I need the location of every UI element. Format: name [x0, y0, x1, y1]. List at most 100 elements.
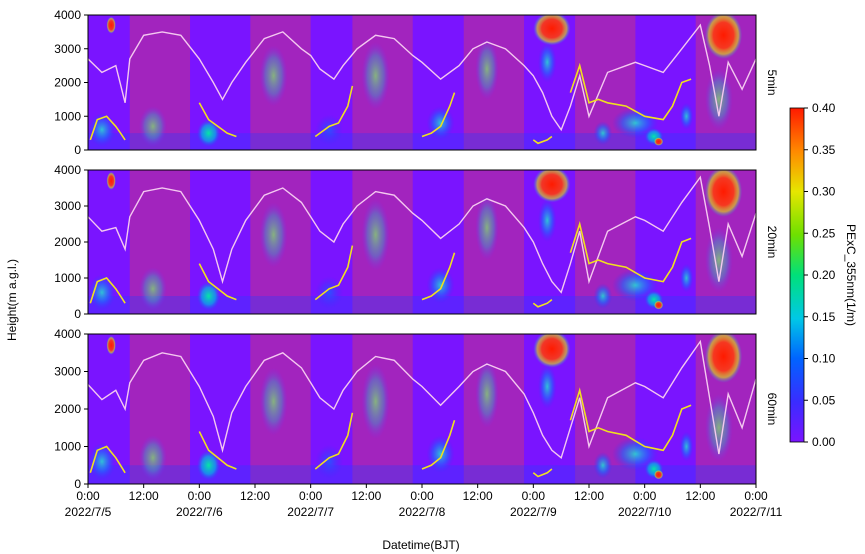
- x-tick-label: 0:00: [522, 489, 546, 503]
- aerosol-feature: [106, 171, 116, 190]
- aerosol-feature: [704, 69, 733, 130]
- x-tick-label: 0:00: [410, 489, 434, 503]
- mixing-layer-height-line: [421, 92, 456, 138]
- x-tick-label: 12:00: [240, 489, 270, 503]
- colorbar-tick-label: 0.10: [812, 352, 836, 366]
- aerosol-feature: [361, 364, 390, 439]
- colorbar-tick-label: 0.20: [812, 268, 836, 282]
- y-tick-label: 2000: [54, 76, 81, 90]
- x-date-label: 2022/7/11: [730, 505, 783, 519]
- y-tick-label: 3000: [54, 42, 81, 56]
- mixing-layer-height-line: [89, 277, 126, 304]
- x-date-label: 2022/7/10: [618, 505, 672, 519]
- mixing-layer-height-line: [198, 431, 237, 470]
- mixing-layer-height-line: [198, 102, 237, 138]
- aerosol-feature: [679, 102, 694, 130]
- panels-layer: 0 1000 2000 3000 4000 5min 0 1000 2000 3000 4000 20…: [54, 8, 779, 491]
- colorbar-label: PExC_355nm(1/m): [844, 224, 858, 326]
- panel-plot-area: [88, 15, 756, 150]
- panel-20min: 0 1000 2000 3000 4000 20min: [54, 163, 779, 321]
- aerosol-feature: [653, 137, 664, 146]
- aerosol-feature: [361, 42, 390, 110]
- aerosol-feature: [197, 281, 221, 311]
- aerosol-feature: [139, 267, 167, 311]
- aerosol-feature: [259, 367, 288, 436]
- aerosol-feature: [475, 360, 499, 428]
- aerosol-feature: [426, 106, 455, 140]
- panel-60min: 0 1000 2000 3000 4000 60min: [54, 327, 779, 491]
- aerosol-feature: [315, 276, 344, 309]
- x-tick-label: 12:00: [351, 489, 381, 503]
- colorbar-tick-label: 0.15: [812, 310, 836, 324]
- panel-5min: 0 1000 2000 3000 4000 5min: [54, 8, 779, 157]
- panel-label: 20min: [765, 226, 779, 259]
- near-surface-layer: [88, 296, 756, 314]
- y-tick-label: 1000: [54, 440, 81, 454]
- mixing-layer-height-line: [532, 468, 553, 478]
- colorbar-gradient: [790, 108, 804, 442]
- mixing-layer-height-line: [569, 62, 692, 121]
- near-surface-layer: [88, 465, 756, 484]
- aerosol-feature: [612, 269, 659, 302]
- mixing-layer-height-line: [89, 115, 126, 141]
- aerosol-feature: [679, 263, 694, 293]
- x-date-label: 2022/7/8: [399, 505, 446, 519]
- x-tick-label: 0:00: [299, 489, 323, 503]
- aerosol-feature: [315, 114, 344, 145]
- colorbar-tick-label: 0.35: [812, 143, 836, 157]
- aerosol-feature: [533, 170, 571, 203]
- aerosol-feature: [315, 444, 344, 479]
- y-tick-label: 1000: [54, 109, 81, 123]
- y-tick-label: 4000: [54, 163, 81, 177]
- aerosol-feature: [426, 435, 455, 473]
- y-tick-label: 3000: [54, 199, 81, 213]
- panel-plot-area: [88, 170, 756, 314]
- panel-label: 5min: [765, 69, 779, 95]
- aerosol-feature: [88, 442, 116, 481]
- y-tick-label: 4000: [54, 327, 81, 341]
- mixing-layer-height-line: [569, 221, 692, 283]
- x-tick-label: 12:00: [129, 489, 159, 503]
- x-date-label: 2022/7/6: [176, 505, 223, 519]
- aerosol-feature: [426, 267, 455, 304]
- mixing-layer-height-line: [421, 420, 456, 470]
- x-tick-label: 12:00: [574, 489, 604, 503]
- y-axis-label: Height(m a.g.l.): [5, 259, 19, 341]
- aerosol-feature: [88, 112, 116, 147]
- x-axis: 0:00 12:00 0:00 12:00 0:00 12:00 0:00 12:00 0:00…: [65, 484, 783, 519]
- aerosol-feature: [593, 121, 613, 145]
- aerosol-feature: [139, 106, 167, 147]
- boundary-layer-height-line: [88, 175, 756, 294]
- colorbar-tick-label: 0.30: [812, 185, 836, 199]
- mixing-layer-height-line: [314, 245, 354, 301]
- aerosol-feature: [704, 227, 733, 293]
- x-date-label: 2022/7/7: [287, 505, 334, 519]
- x-tick-label: 12:00: [463, 489, 493, 503]
- y-tick-label: 3000: [54, 365, 81, 379]
- mixing-layer-height-line: [421, 252, 456, 301]
- aerosol-feature: [704, 15, 743, 59]
- aerosol-feature: [259, 45, 288, 107]
- mixing-layer-height-line: [198, 263, 237, 301]
- aerosol-feature: [704, 334, 743, 383]
- y-tick-label: 1000: [54, 271, 81, 285]
- colorbar-tick-label: 0.25: [812, 226, 836, 240]
- aerosol-feature: [593, 283, 613, 309]
- near-surface-layer: [88, 133, 756, 150]
- aerosol-feature: [537, 42, 557, 83]
- aerosol-feature: [106, 335, 116, 355]
- aerosol-feature: [88, 274, 116, 311]
- boundary-layer-height-line: [88, 23, 756, 132]
- aerosol-feature: [653, 300, 664, 310]
- mixing-layer-height-line: [314, 412, 354, 470]
- aerosol-feature: [259, 202, 288, 268]
- aerosol-feature: [533, 15, 571, 46]
- aerosol-feature: [593, 452, 613, 479]
- x-tick-label: 0:00: [744, 489, 768, 503]
- x-tick-label: 0:00: [188, 489, 212, 503]
- colorbar-tick-label: 0.00: [812, 435, 836, 449]
- aerosol-feature: [106, 16, 116, 34]
- x-tick-label: 0:00: [633, 489, 657, 503]
- mixing-layer-height-line: [314, 85, 354, 138]
- aerosol-feature: [679, 431, 694, 462]
